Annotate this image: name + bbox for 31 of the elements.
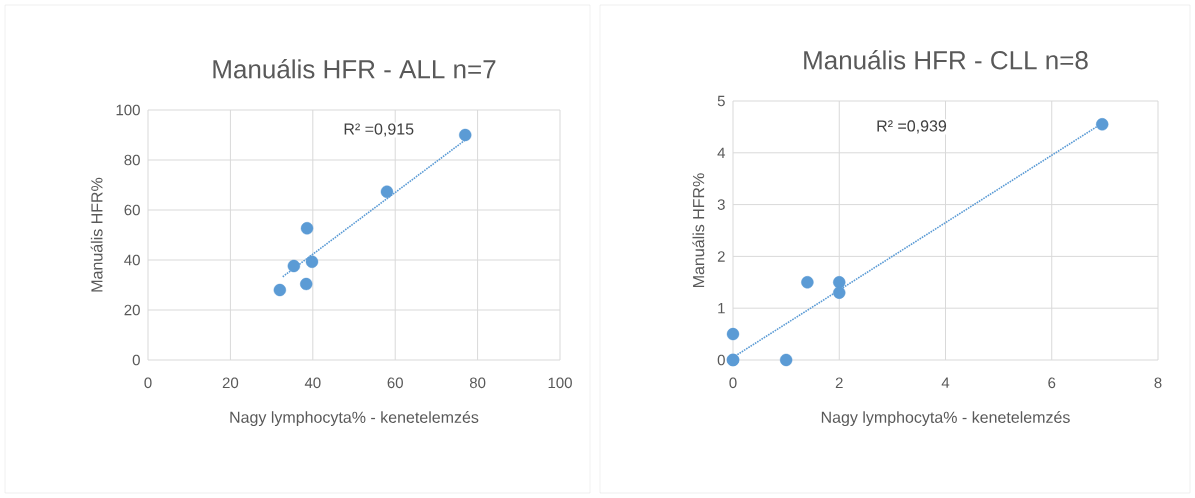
y-tick-label: 4	[717, 147, 726, 158]
x-tick-label: 40	[304, 377, 321, 389]
x-tick-label: 8	[1154, 377, 1162, 389]
annotation: R² =0,939	[877, 120, 947, 134]
y-tick-label: 0	[717, 354, 725, 366]
y-axis-title: Manuális HFR%	[90, 177, 103, 292]
y-axis-title: Manuális HFR%	[692, 173, 705, 287]
x-tick-label: 2	[835, 377, 843, 388]
y-tick-label: 60	[124, 204, 140, 216]
y-tick-label: 20	[124, 304, 140, 316]
y-tick-label: 3	[717, 199, 725, 210]
x-tick-label: 0	[144, 377, 152, 389]
y-tick-label: 100	[116, 104, 140, 116]
chart-title: Manuális HFR - CLL n=8	[804, 50, 1088, 70]
annotation: R² =0,915	[344, 123, 414, 137]
y-tick-label: 0	[132, 354, 140, 366]
y-tick-label: 80	[124, 154, 140, 166]
x-tick-label: 0	[729, 377, 737, 389]
x-tick-label: 4	[941, 377, 950, 388]
x-tick-label: 100	[548, 377, 572, 389]
x-tick-label: 80	[469, 377, 486, 389]
y-tick-label: 5	[717, 95, 725, 107]
x-tick-label: 60	[387, 377, 403, 389]
y-tick-label: 1	[718, 303, 725, 314]
x-axis-title: Nagy lymphocyta% - kenetelemzés	[821, 411, 1070, 427]
chart-title: Manuális HFR - ALL n=7	[213, 59, 496, 79]
x-axis-title: Nagy lymphocyta% - kenetelemzés	[230, 411, 479, 427]
y-tick-label: 40	[124, 254, 140, 266]
x-tick-label: 6	[1048, 377, 1056, 389]
y-tick-label: 2	[717, 251, 725, 262]
x-tick-label: 20	[222, 377, 239, 389]
